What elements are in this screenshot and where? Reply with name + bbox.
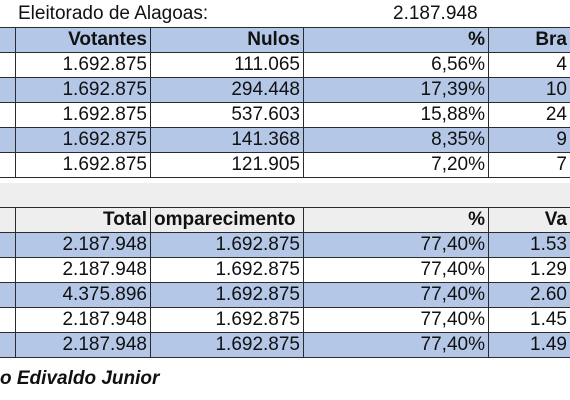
- t2-row1-comparecimento[interactable]: 1.692.875: [151, 233, 304, 258]
- title-row-divider: [0, 27, 570, 28]
- t2-row3-percent[interactable]: 77,40%: [304, 283, 489, 308]
- t2-header-stub[interactable]: [0, 208, 16, 233]
- t1-row5-brancos[interactable]: 7: [489, 153, 570, 178]
- t1-row5-percent[interactable]: 7,20%: [304, 153, 489, 178]
- t2-row2-total[interactable]: 2.187.948: [16, 258, 151, 283]
- t2-row4-stub[interactable]: [0, 308, 16, 333]
- t1-row1-brancos[interactable]: 4: [489, 53, 570, 78]
- t2-row1-validos[interactable]: 1.53: [489, 233, 570, 258]
- t1-row5-nulos[interactable]: 121.905: [151, 153, 304, 178]
- t1-row3-brancos[interactable]: 24: [489, 103, 570, 128]
- t1-row2-brancos[interactable]: 10: [489, 78, 570, 103]
- t2-row2-comparecimento[interactable]: 1.692.875: [151, 258, 304, 283]
- t2-row4-comparecimento[interactable]: 1.692.875: [151, 308, 304, 333]
- t1-row5-stub[interactable]: [0, 153, 16, 178]
- t2-header-total[interactable]: Total: [16, 208, 151, 233]
- electorate-label[interactable]: Eleitorado de Alagoas:: [18, 3, 209, 24]
- t1-row4-stub[interactable]: [0, 128, 16, 153]
- t1-header-nulos[interactable]: Nulos: [151, 28, 304, 53]
- t1-header-brancos[interactable]: Bra: [489, 28, 570, 53]
- t2-row1-stub[interactable]: [0, 233, 16, 258]
- t2-row3-comparecimento[interactable]: 1.692.875: [151, 283, 304, 308]
- t1-row3-percent[interactable]: 15,88%: [304, 103, 489, 128]
- t2-row2-validos[interactable]: 1.29: [489, 258, 570, 283]
- t2-row5-validos[interactable]: 1.49: [489, 333, 570, 358]
- t2-header-validos[interactable]: Va: [489, 208, 570, 233]
- t1-header-rowstub[interactable]: [0, 28, 16, 53]
- t1-row2-nulos[interactable]: 294.448: [151, 78, 304, 103]
- t2-row5-percent[interactable]: 77,40%: [304, 333, 489, 358]
- t1-row2-stub[interactable]: [0, 78, 16, 103]
- t2-row2-stub[interactable]: [0, 258, 16, 283]
- t1-row1-nulos[interactable]: 111.065: [151, 53, 304, 78]
- t1-row2-percent[interactable]: 17,39%: [304, 78, 489, 103]
- t1-row1-stub[interactable]: [0, 53, 16, 78]
- t1-row3-nulos[interactable]: 537.603: [151, 103, 304, 128]
- electorate-value[interactable]: 2.187.948: [393, 3, 478, 24]
- t2-row3-stub[interactable]: [0, 283, 16, 308]
- t1-row1-percent[interactable]: 6,56%: [304, 53, 489, 78]
- t2-row1-total[interactable]: 2.187.948: [16, 233, 151, 258]
- t1-row4-nulos[interactable]: 141.368: [151, 128, 304, 153]
- t2-row2-percent[interactable]: 77,40%: [304, 258, 489, 283]
- t1-row4-votantes[interactable]: 1.692.875: [16, 128, 151, 153]
- t2-row4-percent[interactable]: 77,40%: [304, 308, 489, 333]
- t2-row3-validos[interactable]: 2.60: [489, 283, 570, 308]
- t2-row5-total[interactable]: 2.187.948: [16, 333, 151, 358]
- t1-row4-percent[interactable]: 8,35%: [304, 128, 489, 153]
- t2-row5-stub[interactable]: [0, 333, 16, 358]
- t2-header-comparecimento[interactable]: omparecimento: [151, 208, 304, 233]
- t2-row3-total[interactable]: 4.375.896: [16, 283, 151, 308]
- spacer-row[interactable]: [0, 183, 570, 208]
- author-caption[interactable]: o Edivaldo Junior: [0, 368, 160, 389]
- t2-row4-total[interactable]: 2.187.948: [16, 308, 151, 333]
- t1-header-percent[interactable]: %: [304, 28, 489, 53]
- t1-row1-votantes[interactable]: 1.692.875: [16, 53, 151, 78]
- t1-header-votantes[interactable]: Votantes: [16, 28, 151, 53]
- t1-row3-votantes[interactable]: 1.692.875: [16, 103, 151, 128]
- t1-row3-stub[interactable]: [0, 103, 16, 128]
- t2-row1-percent[interactable]: 77,40%: [304, 233, 489, 258]
- t2-header-percent[interactable]: %: [304, 208, 489, 233]
- t2-row4-validos[interactable]: 1.45: [489, 308, 570, 333]
- t1-row5-votantes[interactable]: 1.692.875: [16, 153, 151, 178]
- t2-row5-comparecimento[interactable]: 1.692.875: [151, 333, 304, 358]
- t1-row2-votantes[interactable]: 1.692.875: [16, 78, 151, 103]
- t1-row4-brancos[interactable]: 9: [489, 128, 570, 153]
